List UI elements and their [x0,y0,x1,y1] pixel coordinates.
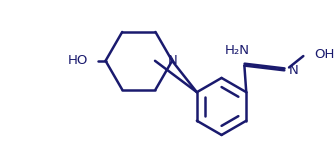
Text: N: N [168,54,178,67]
Text: HO: HO [68,54,88,67]
Text: OH: OH [315,48,335,61]
Text: N: N [289,64,299,77]
Text: H₂N: H₂N [224,44,249,57]
